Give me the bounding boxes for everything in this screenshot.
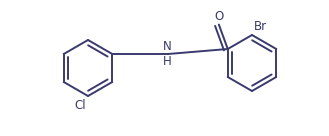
Text: O: O: [214, 10, 223, 23]
Text: Br: Br: [254, 20, 267, 33]
Text: H: H: [163, 55, 171, 68]
Text: Cl: Cl: [74, 99, 86, 112]
Text: N: N: [163, 40, 171, 53]
